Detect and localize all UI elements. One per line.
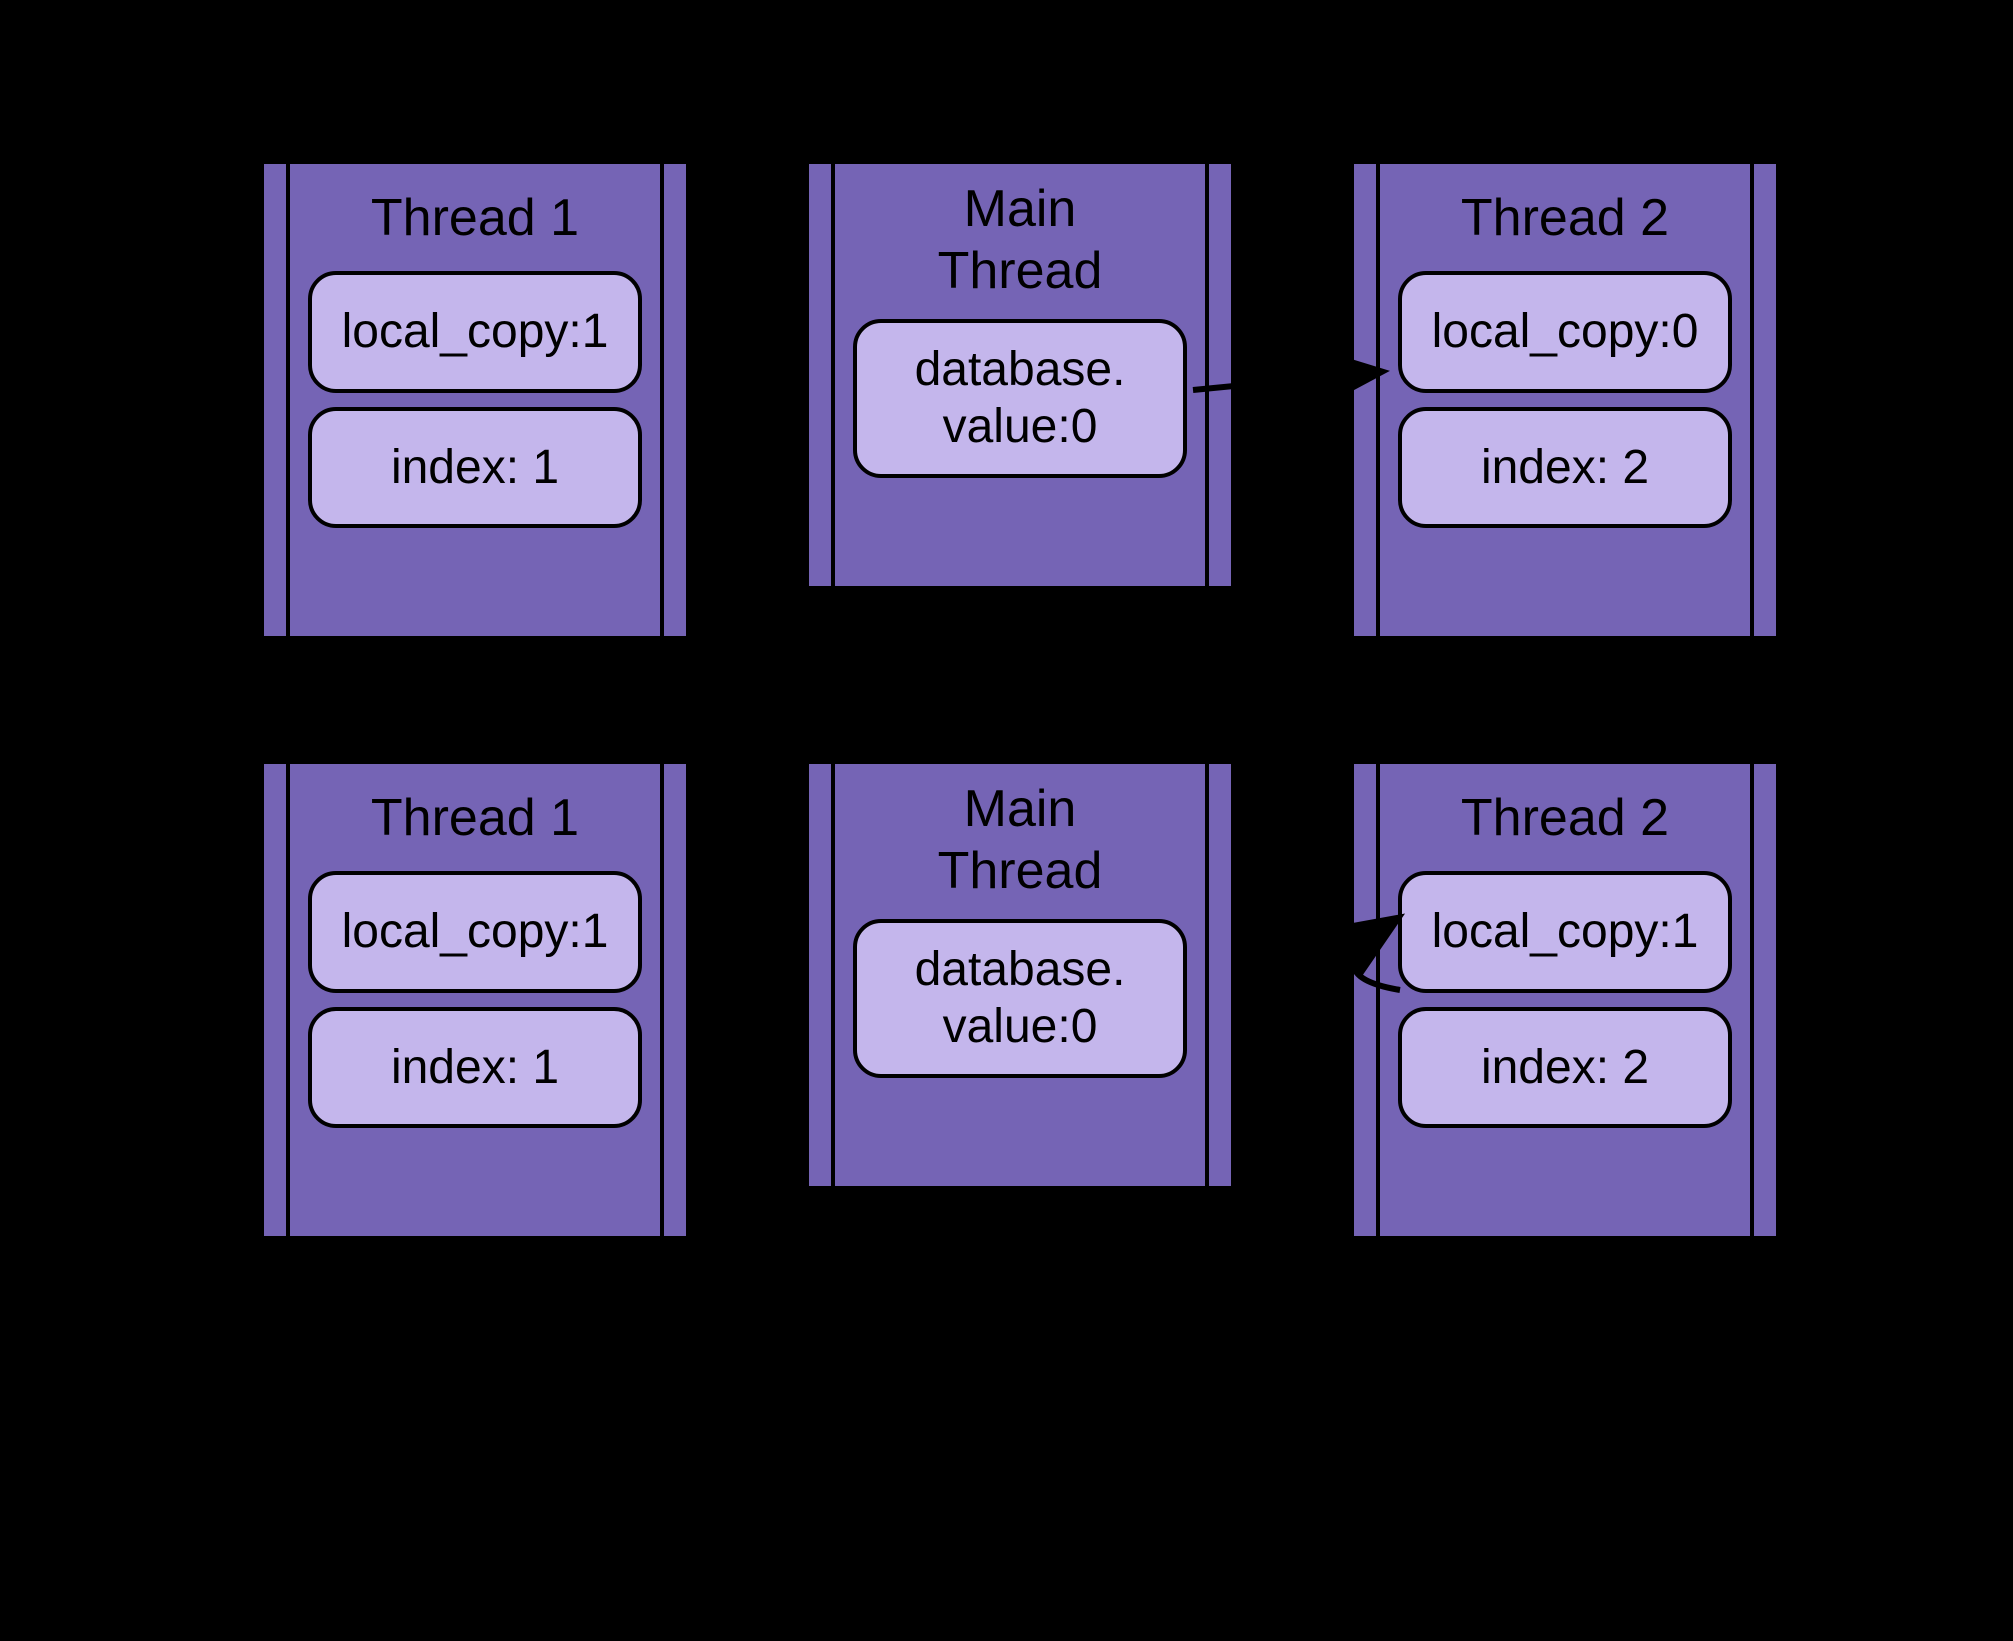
thread2-index-row2: index: 2 xyxy=(1398,1007,1732,1129)
thread1-index-row2: index: 1 xyxy=(308,1007,642,1129)
main-db-line2-row2: value:0 xyxy=(943,1000,1098,1053)
thread1-index-row1: index: 1 xyxy=(308,407,642,529)
thread1-localcopy-row1: local_copy:1 xyxy=(308,271,642,393)
main-db-row1: database. value:0 xyxy=(853,319,1187,478)
main-title-row2: Main Thread xyxy=(853,764,1187,919)
main-db-line1-row2: database. xyxy=(915,943,1126,996)
main-box-row2: Main Thread database. value:0 xyxy=(805,760,1235,1190)
thread2-index-row1: index: 2 xyxy=(1398,407,1732,529)
thread1-title-row1: Thread 1 xyxy=(308,164,642,271)
thread1-localcopy-row2: local_copy:1 xyxy=(308,871,642,993)
thread2-title-row2: Thread 2 xyxy=(1398,764,1732,871)
thread1-box-row1: Thread 1 local_copy:1 index: 1 xyxy=(260,160,690,640)
thread1-title-row2: Thread 1 xyxy=(308,764,642,871)
main-title-line2-row1: Thread xyxy=(938,242,1103,300)
diagram-container: Thread 1 local_copy:1 index: 1 Main Thre… xyxy=(260,160,1780,1360)
thread2-title-row1: Thread 2 xyxy=(1398,164,1732,271)
thread2-localcopy-row2: local_copy:1 xyxy=(1398,871,1732,993)
main-db-line2-row1: value:0 xyxy=(943,400,1098,453)
row-2: Thread 1 local_copy:1 index: 1 Main Thre… xyxy=(260,760,1780,1240)
main-title-line1-row2: Main xyxy=(964,780,1077,838)
thread2-box-row2: Thread 2 local_copy:1 index: 2 xyxy=(1350,760,1780,1240)
main-db-line1-row1: database. xyxy=(915,343,1126,396)
thread1-box-row2: Thread 1 local_copy:1 index: 1 xyxy=(260,760,690,1240)
main-title-line2-row2: Thread xyxy=(938,842,1103,900)
main-title-line1-row1: Main xyxy=(964,180,1077,238)
thread2-box-row1: Thread 2 local_copy:0 index: 2 xyxy=(1350,160,1780,640)
main-box-row1: Main Thread database. value:0 xyxy=(805,160,1235,590)
main-db-row2: database. value:0 xyxy=(853,919,1187,1078)
thread2-localcopy-row1: local_copy:0 xyxy=(1398,271,1732,393)
main-title-row1: Main Thread xyxy=(853,164,1187,319)
row-1: Thread 1 local_copy:1 index: 1 Main Thre… xyxy=(260,160,1780,640)
